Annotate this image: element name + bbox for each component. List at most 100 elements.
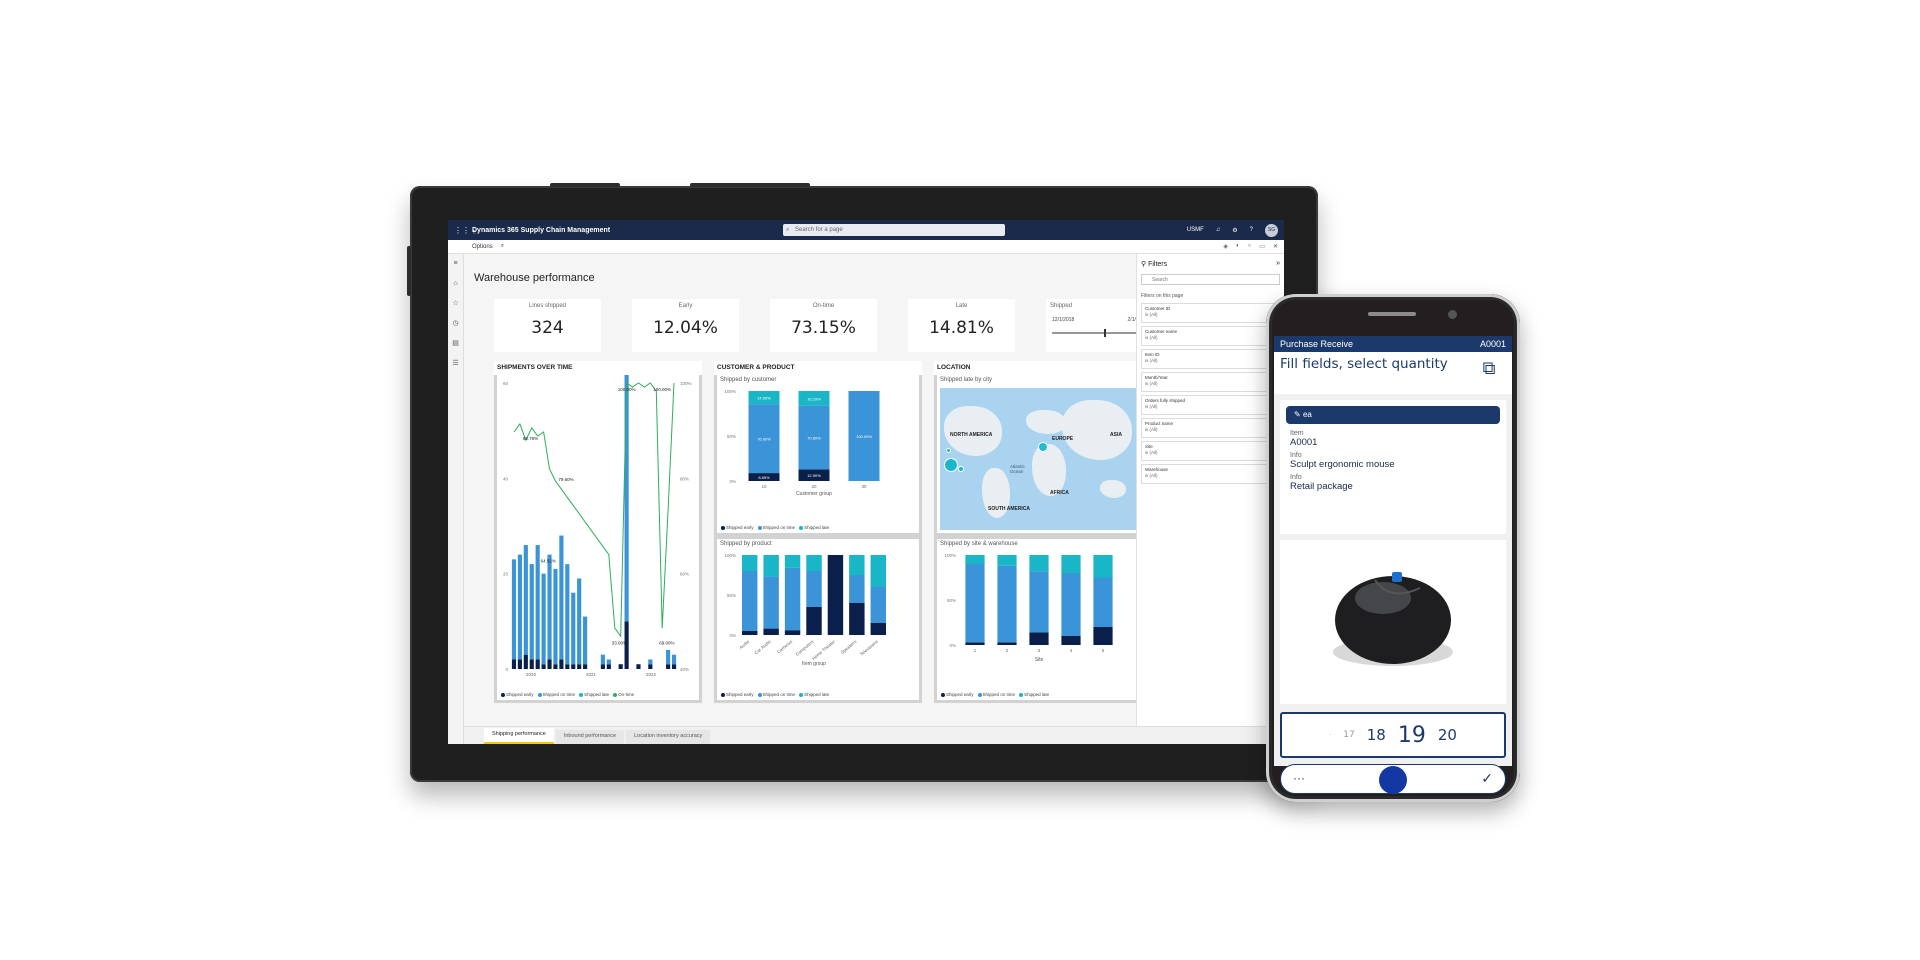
recent-icon[interactable]: ◷ <box>452 320 459 327</box>
bar-segment <box>748 473 780 481</box>
office-icon[interactable]: ◐ <box>1236 243 1240 249</box>
map-bubble[interactable] <box>958 466 964 472</box>
quantity-option[interactable]: 20 <box>1437 726 1457 744</box>
legend-label: Shipped late <box>584 692 610 697</box>
refresh-icon[interactable]: ○ <box>1247 243 1252 249</box>
filter-pane-title: ⚲ Filters » <box>1137 254 1284 272</box>
shipments-chart-card: 0 20 40 60 40% 60% 80% 100% 88.78% 79.60% 64.52% 33… <box>497 335 699 700</box>
quantity-option[interactable]: 18 <box>1366 726 1386 744</box>
legend-label: Shipped on time <box>982 692 1016 697</box>
close-icon[interactable]: ✕ <box>1272 244 1278 250</box>
workspace-icon[interactable]: ▤ <box>452 340 459 347</box>
home-icon[interactable]: ⌂ <box>453 280 458 287</box>
bar-segment <box>559 535 564 660</box>
x-tick-label: 30 <box>861 484 867 489</box>
link-icon[interactable]: ◈ <box>1223 244 1229 250</box>
date-slicer[interactable]: Shipped 12/1/2018 2/1/2022 <box>1046 299 1153 352</box>
help-icon[interactable]: ? <box>1249 227 1253 233</box>
map-landmass <box>1026 410 1066 434</box>
bar-segment <box>577 578 582 665</box>
bar-segment <box>636 664 641 669</box>
bar-segment <box>1061 573 1081 636</box>
star-icon[interactable]: ☆ <box>452 300 459 307</box>
hamburger-icon[interactable]: ≡ <box>453 260 458 267</box>
bar-segment <box>511 559 517 660</box>
bar-segment <box>600 664 605 669</box>
bar-segment <box>600 654 605 665</box>
map-bubble[interactable] <box>946 448 951 453</box>
chart-legend: Shipped early Shipped on time Shipped la… <box>721 525 829 530</box>
tablet-button <box>690 183 810 187</box>
options-button[interactable]: Options <box>472 243 493 250</box>
x-tick-label: 3 <box>1038 648 1041 653</box>
field-value: A0001 <box>1290 437 1318 448</box>
filter-name: Warehouse <box>1145 467 1168 472</box>
legend-item: Shipped early <box>721 692 754 697</box>
scan-button[interactable] <box>1379 766 1407 794</box>
receive-boxes-icon: ⧉ <box>1482 358 1496 378</box>
slicer-track[interactable] <box>1052 329 1147 337</box>
popout-icon[interactable]: ▭ <box>1259 244 1265 250</box>
line-data-label: 64.52% <box>541 559 556 564</box>
y-tick-label: 0% <box>949 643 956 648</box>
bar-segment <box>827 555 844 635</box>
map-bubble[interactable] <box>944 458 958 472</box>
quantity-picker[interactable]: · 17 18 19 20 <box>1280 712 1506 758</box>
slicer-handle-start[interactable] <box>1104 329 1107 337</box>
tab-location-inventory-accuracy[interactable]: Location inventory accuracy <box>626 730 711 744</box>
filter-value: is (All) <box>1145 404 1158 409</box>
location-panel: LOCATION Shipped late by city NORTH AMER… <box>934 361 1142 703</box>
field-label: Info <box>1290 474 1302 481</box>
map-landmass <box>1062 400 1132 460</box>
more-button[interactable]: ··· <box>1293 771 1305 785</box>
quantity-selected[interactable]: 19 <box>1397 722 1426 748</box>
tab-inbound-performance[interactable]: Inbound performance <box>555 730 625 744</box>
quantity-option[interactable]: 17 <box>1343 730 1355 740</box>
tab-shipping-performance[interactable]: Shipping performance <box>484 728 554 744</box>
filter-search-input[interactable]: Search <box>1141 274 1280 285</box>
command-bar-icons: ◈ ◐ ○ ▭ ✕ <box>1223 243 1278 250</box>
data-label: 14.55% <box>757 396 771 401</box>
avatar[interactable]: SG <box>1265 223 1278 237</box>
search-icon[interactable]: ⌕ <box>500 243 505 249</box>
bar-segment <box>870 555 886 587</box>
shipped-by-customer-chart: 0% 50% 100% 8.85% 76.60% 14.55% 10 12.90% 70.80%… <box>724 389 880 497</box>
bar-segment <box>666 649 671 665</box>
quantity-option[interactable]: · <box>1329 731 1332 739</box>
shipments-over-time-chart: 0 20 40 60 40% 60% 80% 100% 88.78% 79.60% 64.52% 33… <box>503 335 692 677</box>
filter-value: is (All) <box>1145 358 1158 363</box>
legend-dot <box>721 525 725 530</box>
confirm-button[interactable]: ✓ <box>1481 770 1493 786</box>
field-label: Item <box>1290 430 1304 437</box>
list-icon[interactable]: ☰ <box>452 360 459 367</box>
y2-tick-label: 100% <box>680 381 692 386</box>
bar-segment <box>547 554 552 660</box>
world-map[interactable]: NORTH AMERICA EUROPE ASIA AFRICA SOUTH A… <box>940 388 1136 530</box>
product-image-card <box>1280 540 1506 704</box>
bar-segment <box>965 642 985 645</box>
legend-label: Shipped late <box>804 692 830 697</box>
bar-segment <box>870 623 886 635</box>
bell-icon[interactable]: ♫ <box>1215 227 1221 233</box>
data-label: 8.85% <box>758 475 770 480</box>
global-search-input[interactable]: ⌕ Search for a page <box>783 224 1005 236</box>
unit-chip[interactable]: ✎ ea <box>1286 406 1500 424</box>
map-label-ocean: Atlantic Ocean <box>1010 464 1025 474</box>
company-picker[interactable]: USMF <box>1186 227 1204 233</box>
gear-icon[interactable]: ⚙ <box>1232 227 1238 234</box>
map-bubble[interactable] <box>1038 442 1048 452</box>
product-image <box>1333 572 1453 666</box>
field-value: Sculpt ergonomic mouse <box>1290 459 1395 470</box>
slicer-start-date[interactable]: 12/1/2018 <box>1052 317 1075 323</box>
filter-subtitle: Filters on this page <box>1141 293 1184 299</box>
collapse-icon[interactable]: » <box>1276 260 1280 267</box>
waffle-icon[interactable]: ⋮⋮⋮ <box>454 225 478 235</box>
